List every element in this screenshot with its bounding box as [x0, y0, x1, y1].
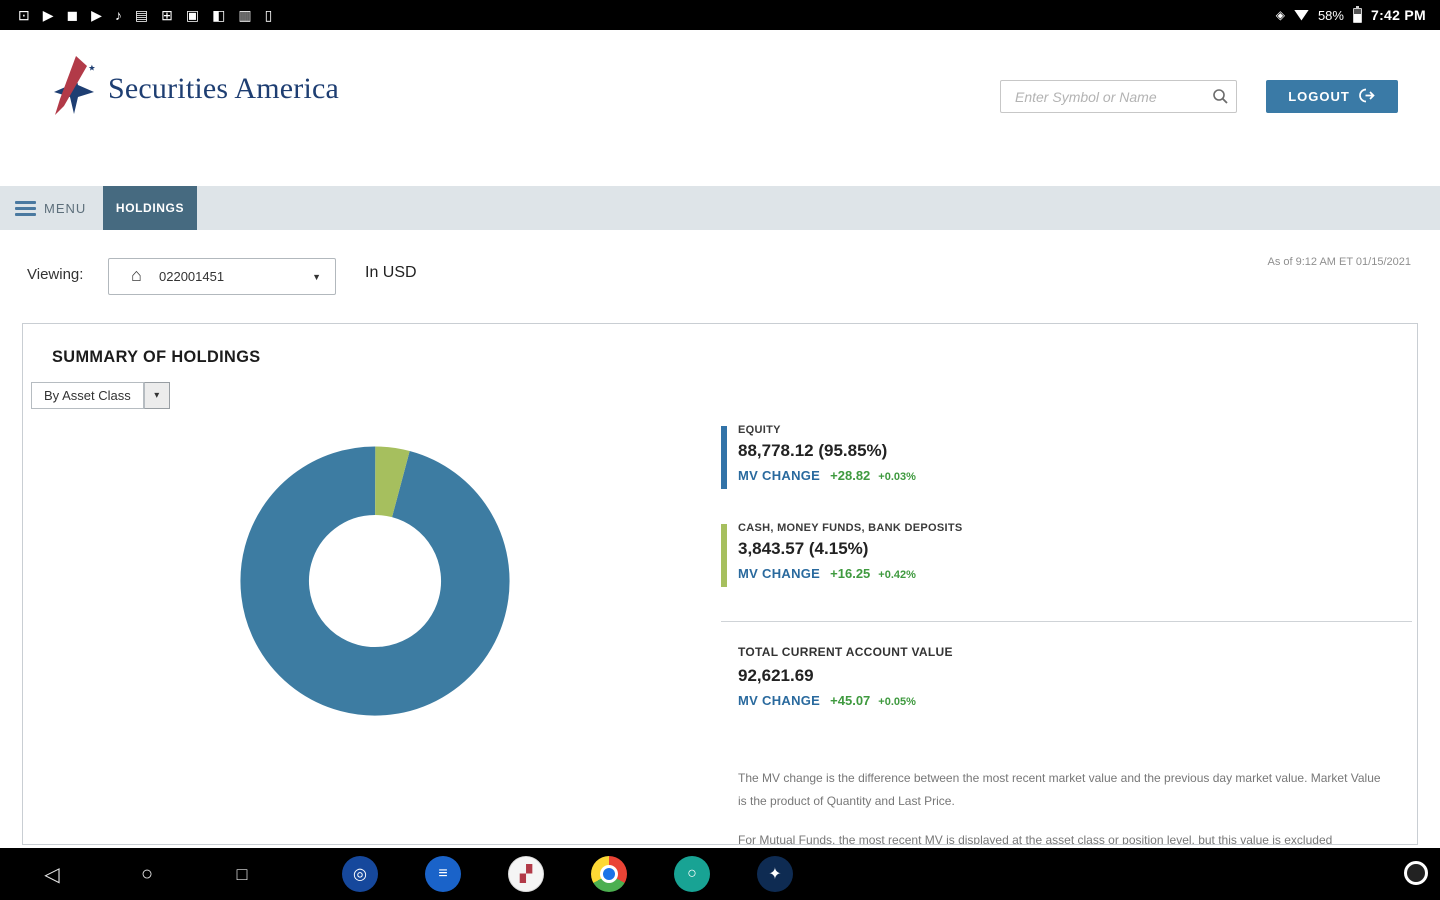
securities-america-logo-icon	[46, 54, 102, 123]
legend-item-equity: EQUITY 88,778.12 (95.85%) MV CHANGE +28.…	[721, 424, 916, 489]
app-header: Securities America LOGOUT	[0, 30, 1440, 186]
summary-of-holdings-card: SUMMARY OF HOLDINGS By Asset Class ▾ EQU…	[22, 323, 1418, 845]
legend-color-bar	[721, 426, 727, 489]
dock-app-2[interactable]: ≡	[425, 856, 461, 892]
mv-change-value: +45.07	[830, 693, 871, 708]
legend-color-bar	[721, 524, 727, 587]
status-left-icons: ⊡ ▶ ◼ ▶ ♪ ▤ ⊞ ▣ ◧ ▥ ▯	[18, 8, 272, 22]
symbol-search	[1000, 80, 1237, 113]
search-icon[interactable]	[1211, 87, 1229, 110]
menu-button[interactable]: MENU	[15, 186, 86, 230]
logout-button[interactable]: LOGOUT	[1266, 80, 1398, 113]
holdings-legend: EQUITY 88,778.12 (95.85%) MV CHANGE +28.…	[721, 324, 1413, 844]
card-title: SUMMARY OF HOLDINGS	[52, 347, 261, 366]
mv-change-disclaimer: The MV change is the difference between …	[738, 771, 1381, 808]
mv-change-label: MV CHANGE	[738, 566, 821, 581]
hamburger-icon	[15, 200, 36, 216]
status-clock: 7:42 PM	[1370, 7, 1426, 23]
logout-label: LOGOUT	[1288, 89, 1350, 104]
total-label: TOTAL CURRENT ACCOUNT VALUE	[738, 645, 953, 659]
as-of-timestamp: As of 9:12 AM ET 01/15/2021	[1267, 256, 1411, 268]
mv-change-percent: +0.42%	[878, 569, 916, 581]
status-icon: ▶	[91, 7, 102, 23]
total-amount: 92,621.69	[738, 666, 814, 685]
viewing-label: Viewing:	[27, 266, 84, 283]
mv-change-percent: +0.03%	[878, 471, 916, 483]
android-status-bar: ⊡ ▶ ◼ ▶ ♪ ▤ ⊞ ▣ ◧ ▥ ▯ ◈ 58% 7:42 PM	[0, 0, 1440, 30]
dock-apps: ◎ ≡ ▞ ○ ✦	[342, 856, 793, 892]
menu-label: MENU	[44, 200, 87, 216]
tab-holdings[interactable]: HOLDINGS	[103, 186, 197, 230]
holdings-donut-chart	[238, 444, 512, 718]
status-icon: ▣	[185, 7, 200, 23]
mv-change-label: MV CHANGE	[738, 693, 821, 708]
battery-percent: 58%	[1317, 7, 1344, 23]
asset-class-filter-caret[interactable]: ▾	[143, 382, 170, 409]
assistant-icon[interactable]	[1404, 861, 1428, 885]
mv-change-value: +28.82	[830, 468, 871, 483]
dock-app-6[interactable]: ✦	[757, 856, 793, 892]
android-nav-bar: ◁ ○ □ ◎ ≡ ▞ ○ ✦	[0, 848, 1440, 900]
wifi-icon	[1293, 9, 1309, 21]
dock-app-1[interactable]: ◎	[342, 856, 378, 892]
dock-app-3[interactable]: ▞	[508, 856, 544, 892]
status-misc-icon: ◈	[1275, 8, 1285, 22]
securities-america-logo[interactable]: Securities America	[46, 54, 339, 123]
account-selector[interactable]: ⌂ 022001451 ▼	[108, 258, 336, 295]
account-number: 022001451	[159, 269, 225, 284]
chevron-down-icon: ▼	[312, 272, 321, 282]
legend-label: EQUITY	[738, 424, 781, 436]
status-icon: ▥	[238, 7, 252, 23]
nav-strip: MENU HOLDINGS	[0, 186, 1440, 230]
dock-app-5[interactable]: ○	[674, 856, 710, 892]
mv-change-label: MV CHANGE	[738, 468, 821, 483]
battery-icon	[1352, 5, 1362, 23]
status-icon: ▤	[134, 7, 149, 23]
status-icon: ⊡	[18, 7, 30, 23]
dock-app-chrome[interactable]	[591, 856, 627, 892]
currency-label: In USD	[365, 264, 417, 281]
legend-amount: 3,843.57 (4.15%)	[738, 539, 869, 558]
logout-icon	[1358, 87, 1376, 107]
back-button[interactable]: ◁	[44, 863, 60, 886]
status-icon: ♪	[114, 7, 122, 23]
home-button[interactable]: ○	[140, 862, 154, 885]
mv-change-value: +16.25	[830, 566, 871, 581]
asset-class-filter[interactable]: By Asset Class ▾	[31, 382, 170, 409]
total-account-value-block: TOTAL CURRENT ACCOUNT VALUE 92,621.69 MV…	[738, 645, 953, 708]
status-icon: ⊞	[161, 7, 173, 23]
search-input[interactable]	[1000, 80, 1237, 113]
brand-name: Securities America	[108, 71, 340, 105]
legend-item-cash: CASH, MONEY FUNDS, BANK DEPOSITS 3,843.5…	[721, 522, 963, 587]
legend-amount: 88,778.12 (95.85%)	[738, 441, 888, 460]
recents-button[interactable]: □	[236, 863, 248, 884]
home-icon: ⌂	[131, 265, 142, 285]
status-icon: ◼	[66, 7, 79, 23]
legend-label: CASH, MONEY FUNDS, BANK DEPOSITS	[738, 522, 963, 534]
mv-change-percent: +0.05%	[878, 696, 916, 708]
status-right-cluster: ◈ 58% 7:42 PM	[1275, 5, 1426, 23]
holdings-donut-svg	[240, 446, 510, 716]
legend-divider	[721, 621, 1412, 622]
asset-class-filter-value: By Asset Class	[31, 382, 144, 409]
status-icon: ▶	[42, 7, 54, 23]
status-icon: ▯	[264, 7, 273, 23]
status-icon: ◧	[212, 7, 226, 23]
mutual-funds-disclaimer: For Mutual Funds, the most recent MV is …	[738, 833, 1333, 845]
